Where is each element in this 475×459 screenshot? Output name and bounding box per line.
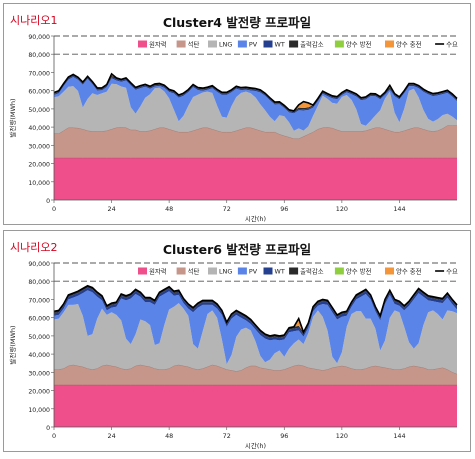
y-tick-label: 20,000 (28, 162, 50, 169)
y-tick-label: 60,000 (28, 89, 50, 96)
legend-label: 수요 (446, 268, 458, 276)
area-series-pv (54, 77, 457, 131)
legend-label: 석탄 (188, 267, 200, 276)
x-tick-label: 96 (280, 205, 288, 213)
y-tick-label: 10,000 (28, 407, 50, 414)
legend-label: PV (249, 268, 258, 276)
x-tick-label: 0 (52, 432, 56, 440)
area-series-curtail (54, 285, 457, 338)
legend-label: 원자력 (149, 267, 167, 276)
legend-label: LNG (219, 41, 232, 49)
chart-svg-cluster6: 0 10,000 20,000 30,000 40,000 50,000 60,000 70,… (8, 261, 458, 450)
legend-swatch-lng (208, 267, 217, 275)
legend-swatch-nuclear (138, 40, 147, 48)
legend-swatch-curtail (289, 40, 299, 48)
x-axis-label: 시간(h) (245, 214, 266, 223)
y-tick-label: 90,000 (28, 261, 50, 268)
area-series-pv (54, 290, 457, 365)
y-tick-label: 80,000 (28, 279, 50, 286)
legend-label: PV (249, 41, 258, 49)
chart-panel-cluster4: 시나리오1 Cluster4 발전량 프로파일 0 10,000 20,000 30,… (3, 3, 471, 225)
legend-label: 원자력 (149, 40, 167, 49)
legend-swatch-curtail (289, 267, 299, 275)
legend-label: WT (275, 41, 285, 49)
legend-swatch-pump_gen (334, 40, 344, 48)
legend-swatch-wt (263, 267, 273, 275)
chart-title: Cluster6 발전량 프로파일 (162, 242, 312, 257)
legend-label: 양수 방전 (346, 40, 372, 49)
area-series-lng (54, 303, 457, 375)
x-tick-label: 120 (336, 432, 348, 440)
chart-title: Cluster4 발전량 프로파일 (162, 15, 312, 30)
x-tick-label: 120 (336, 205, 348, 213)
area-series-coal (54, 365, 457, 386)
x-tick-label: 72 (223, 205, 231, 213)
legend-swatch-nuclear (138, 267, 147, 275)
scenario-label: 시나리오1 (10, 14, 58, 27)
legend-swatch-pv (237, 267, 247, 275)
y-tick-label: 20,000 (28, 389, 50, 396)
y-tick-label: 90,000 (28, 34, 50, 41)
chart-svg-cluster4: 0 10,000 20,000 30,000 40,000 50,000 60,000 70,… (8, 34, 458, 223)
demand-line (53, 284, 458, 337)
legend-swatch-pump_charge (385, 267, 394, 275)
area-series-nuclear (54, 158, 457, 200)
x-tick-label: 48 (165, 205, 173, 213)
demand-line (53, 72, 458, 112)
legend-label: 양수 방전 (346, 267, 372, 276)
legend-label: LNG (219, 268, 232, 276)
x-tick-label: 24 (108, 205, 116, 213)
area-series-lng (54, 83, 457, 139)
x-tick-label: 96 (280, 432, 288, 440)
y-tick-label: 40,000 (28, 125, 50, 132)
x-tick-label: 48 (165, 432, 173, 440)
x-axis-label: 시간(h) (245, 441, 266, 450)
y-tick-label: 60,000 (28, 316, 50, 323)
legend-swatch-lng (208, 40, 217, 48)
legend-swatch-pump_charge (385, 40, 394, 48)
y-tick-label: 50,000 (28, 107, 50, 114)
y-tick-label: 0 (46, 425, 50, 432)
layer-boundary-line (54, 125, 457, 140)
legend-label: 양수 충전 (396, 267, 422, 276)
legend-swatch-wt (263, 40, 273, 48)
legend-swatch-pv (237, 40, 247, 48)
legend-label: 출력감소 (300, 267, 324, 276)
y-tick-label: 80,000 (28, 52, 50, 59)
x-tick-label: 0 (52, 205, 56, 213)
legend-label: 석탄 (188, 40, 200, 49)
y-tick-label: 0 (46, 198, 50, 205)
area-series-coal (54, 125, 457, 159)
y-axis-label: 발전량(MWh) (8, 325, 17, 364)
x-tick-label: 144 (393, 432, 405, 440)
x-tick-label: 72 (223, 432, 231, 440)
legend-swatch-coal (176, 267, 186, 275)
x-tick-label: 24 (108, 432, 116, 440)
legend-swatch-coal (176, 40, 186, 48)
legend-swatch-pump_gen (334, 267, 344, 275)
y-tick-label: 30,000 (28, 143, 50, 150)
y-axis-label: 발전량(MWh) (8, 98, 17, 137)
chart-panel-cluster6: 시나리오2 Cluster6 발전량 프로파일 0 10,000 20,000 30,… (3, 230, 471, 452)
y-tick-label: 30,000 (28, 370, 50, 377)
layer-boundary-line (54, 364, 458, 375)
scenario-label: 시나리오2 (10, 241, 58, 254)
y-tick-label: 70,000 (28, 297, 50, 304)
y-tick-label: 50,000 (28, 334, 50, 341)
y-tick-label: 40,000 (28, 352, 50, 359)
y-tick-label: 70,000 (28, 70, 50, 77)
x-tick-label: 144 (393, 205, 405, 213)
area-series-nuclear (54, 385, 457, 427)
legend-label: WT (275, 268, 285, 276)
legend-label: 출력감소 (300, 40, 324, 49)
y-tick-label: 10,000 (28, 180, 50, 187)
legend-label: 양수 충전 (396, 40, 422, 49)
area-series-wt (54, 287, 457, 341)
legend-label: 수요 (446, 41, 458, 49)
